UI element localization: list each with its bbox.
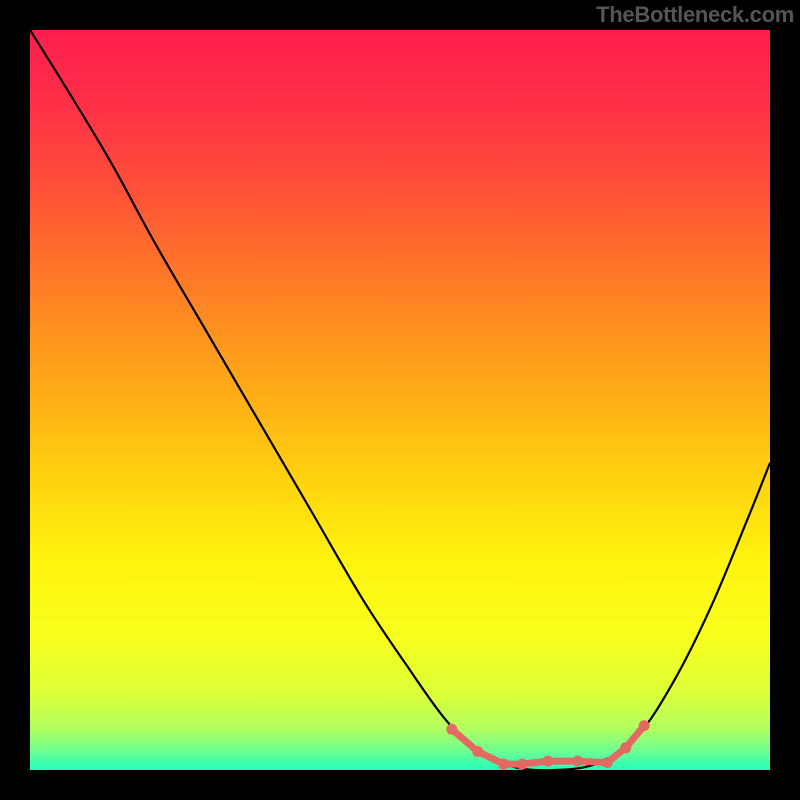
- highlight-dot: [543, 756, 554, 767]
- bottleneck-chart: [0, 0, 800, 800]
- highlight-dot: [498, 759, 509, 770]
- plot-background: [30, 30, 770, 770]
- highlight-dot: [472, 746, 483, 757]
- highlight-dot: [620, 742, 631, 753]
- highlight-dot: [572, 756, 583, 767]
- highlight-dot: [446, 724, 457, 735]
- highlight-dot: [602, 757, 613, 768]
- attribution-watermark: TheBottleneck.com: [596, 2, 794, 28]
- highlight-dot: [517, 759, 528, 770]
- highlight-dot: [639, 720, 650, 731]
- chart-container: TheBottleneck.com: [0, 0, 800, 800]
